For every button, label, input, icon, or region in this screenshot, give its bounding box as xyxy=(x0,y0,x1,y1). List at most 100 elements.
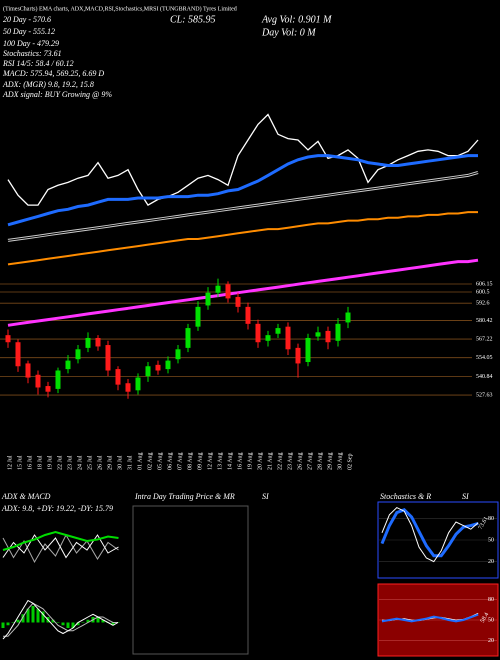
x-tick-label: 30 Aug xyxy=(337,452,343,470)
adx-signal: ADX signal: BUY Growing @ 9% xyxy=(2,90,112,99)
adx-subtitle: ADX: 9.8, +DY: 19.22, -DY: 15.79 xyxy=(1,504,113,513)
ma-line xyxy=(7,113,479,206)
macd-text: MACD: 575.94, 569.25, 6.69 D xyxy=(2,69,104,78)
x-tick-label: 26 Aug xyxy=(297,452,303,470)
intraday-title: Intra Day Trading Price & MR xyxy=(134,492,235,501)
x-tick-label: 06 Aug xyxy=(167,452,173,470)
macd-bar xyxy=(26,608,30,623)
candle-body xyxy=(95,337,101,347)
macd-bar xyxy=(76,622,80,626)
adx-line xyxy=(2,530,119,551)
candle-body xyxy=(335,323,341,341)
x-tick-label: 12 Jul xyxy=(7,455,13,470)
x-tick-label: 19 Aug xyxy=(247,452,253,470)
macd-bar xyxy=(66,622,70,628)
level-label: 600.5 xyxy=(476,289,490,295)
y-tick-label: 20 xyxy=(488,638,494,644)
x-tick-label: 05 Aug xyxy=(157,452,163,470)
rsi-text: RSI 14/5: 58.4 / 60.12 xyxy=(2,59,74,68)
stoch-d xyxy=(380,508,479,558)
candle-body xyxy=(235,296,241,307)
ema100: 100 Day - 479.29 xyxy=(3,39,59,48)
rsi-value: 58.4 xyxy=(480,612,490,624)
x-tick-label: 26 Jul xyxy=(97,455,103,470)
candle-body xyxy=(295,347,301,364)
candle-body xyxy=(315,332,321,337)
stoch-value: 73.61 xyxy=(478,516,490,531)
candle-body xyxy=(285,326,291,350)
x-tick-label: 23 Aug xyxy=(287,452,293,470)
macd-bar xyxy=(21,614,25,623)
candle-body xyxy=(305,337,311,363)
macd-bar xyxy=(56,622,60,623)
macd-bar xyxy=(111,622,115,626)
x-tick-label: 22 Jul xyxy=(57,455,63,470)
stoch-k xyxy=(381,506,479,563)
candle-body xyxy=(125,383,131,392)
candle-body xyxy=(35,374,41,388)
x-tick-label: 15 Jul xyxy=(17,455,23,470)
x-tick-label: 20 Aug xyxy=(257,452,263,470)
x-tick-label: 25 Jul xyxy=(87,455,93,470)
macd-bar xyxy=(81,622,85,623)
macd-bar xyxy=(36,608,40,623)
x-tick-label: 21 Aug xyxy=(267,452,273,470)
x-tick-label: 09 Aug xyxy=(197,452,203,470)
y-tick-label: 80 xyxy=(488,516,494,522)
candle-body xyxy=(205,292,211,306)
ema50: 50 Day - 555.12 xyxy=(3,27,55,36)
ema20: 20 Day - 570.6 xyxy=(3,15,51,24)
candle-body xyxy=(75,349,81,360)
avg-vol: Avg Vol: 0.901 M xyxy=(261,14,332,25)
candle-body xyxy=(135,377,141,391)
x-tick-label: 13 Aug xyxy=(217,452,223,470)
intraday-box xyxy=(132,505,249,655)
candle-body xyxy=(175,349,181,360)
level-label: 527.63 xyxy=(476,392,493,398)
macd-bar xyxy=(11,622,15,623)
macd-bar xyxy=(96,617,100,623)
x-tick-label: 16 Aug xyxy=(237,452,243,470)
chart-title: (TimesCharts) EMA charts, ADX,MACD,RSI,S… xyxy=(3,5,237,12)
macd-bar xyxy=(71,622,75,628)
x-tick-label: 27 Aug xyxy=(307,452,313,470)
candle-body xyxy=(155,364,161,371)
candle-body xyxy=(165,360,171,370)
ma-line xyxy=(7,211,478,266)
x-tick-label: 24 Jul xyxy=(77,455,83,470)
x-tick-label: 29 Jul xyxy=(107,455,113,470)
x-tick-label: 22 Aug xyxy=(277,452,283,470)
candle-body xyxy=(25,363,31,378)
x-tick-label: 31 Jul xyxy=(127,455,133,470)
ma-line-core xyxy=(7,172,479,241)
x-tick-label: 07 Aug xyxy=(177,452,183,470)
macd-bar xyxy=(41,611,45,623)
stoch-title-suffix: SI xyxy=(462,492,469,501)
level-label: 540.84 xyxy=(476,374,493,380)
adx-text: ADX: (MGR) 9.8, 19.2, 15.8 xyxy=(2,80,94,89)
macd-bar xyxy=(51,619,55,623)
y-tick-label: 50 xyxy=(488,617,494,623)
candle-body xyxy=(275,328,281,334)
macd-bar xyxy=(61,622,65,626)
candle-body xyxy=(345,312,351,323)
level-label: 592.6 xyxy=(476,301,490,307)
x-tick-label: 08 Aug xyxy=(187,452,193,470)
candle-body xyxy=(325,330,331,343)
candle-body xyxy=(215,285,221,293)
candle-body xyxy=(45,386,51,392)
stoch-text: Stochastics: 73.61 xyxy=(3,49,62,58)
x-tick-label: 18 Jul xyxy=(37,455,43,470)
macd-bar xyxy=(1,622,5,628)
candle-body xyxy=(225,284,231,299)
candle-body xyxy=(115,369,121,385)
x-tick-label: 01 Aug xyxy=(137,452,143,470)
x-tick-label: 14 Aug xyxy=(227,452,233,470)
level-label: 567.22 xyxy=(476,336,493,342)
intraday-title-suffix: SI xyxy=(262,492,269,501)
candle-body xyxy=(145,366,151,377)
candle-body xyxy=(5,335,11,343)
candle-body xyxy=(65,360,71,370)
